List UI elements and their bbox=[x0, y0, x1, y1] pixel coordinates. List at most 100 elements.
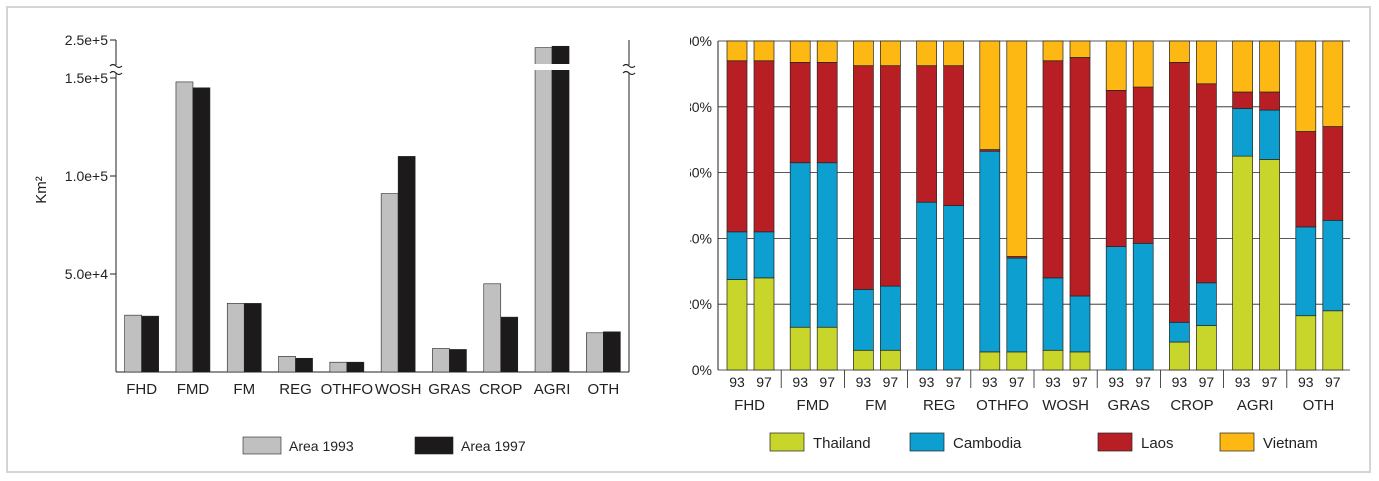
stack-laos-agri-97 bbox=[1259, 91, 1280, 111]
stack-cambodia-fhd-97 bbox=[753, 231, 775, 279]
legend-swatch-cambodia bbox=[909, 432, 945, 452]
stack-vietnam-othfo-93 bbox=[979, 40, 1001, 150]
bar-area-1997-reg bbox=[295, 357, 313, 373]
stack-laos-oth-97 bbox=[1322, 126, 1344, 221]
stack-vietnam-gras-97 bbox=[1132, 40, 1154, 88]
stack-vietnam-crop-93 bbox=[1169, 40, 1190, 63]
year-label: 93 bbox=[1108, 374, 1124, 390]
y-tick-label: 100% bbox=[690, 33, 712, 49]
stack-vietnam-gras-93 bbox=[1105, 40, 1127, 91]
y-tick-label: 1.5e+5 bbox=[65, 70, 108, 86]
year-label: 93 bbox=[1045, 374, 1061, 390]
year-label: 93 bbox=[792, 374, 808, 390]
stack-thailand-oth-93 bbox=[1295, 315, 1317, 371]
bar-area-1997-gras bbox=[449, 349, 467, 373]
year-label: 93 bbox=[1172, 374, 1188, 390]
x-tick-label: FMD bbox=[797, 397, 830, 414]
year-label: 97 bbox=[756, 374, 772, 390]
stack-laos-crop-97 bbox=[1196, 83, 1217, 284]
year-label: 97 bbox=[1262, 374, 1278, 390]
stack-cambodia-oth-93 bbox=[1295, 226, 1317, 317]
bar-area-1993-crop bbox=[483, 283, 502, 373]
stack-thailand-othfo-93 bbox=[979, 351, 1001, 371]
stack-cambodia-crop-93 bbox=[1169, 321, 1190, 343]
stack-laos-agri-93 bbox=[1232, 91, 1253, 109]
bar-break-gap bbox=[534, 64, 571, 70]
year-label: 93 bbox=[856, 374, 872, 390]
axis-break-gap bbox=[110, 65, 122, 73]
year-label: 93 bbox=[1235, 374, 1251, 390]
stack-laos-gras-97 bbox=[1132, 86, 1154, 244]
stack-laos-fm-97 bbox=[880, 65, 901, 287]
bar-area-1997-oth bbox=[603, 331, 621, 373]
stack-thailand-fm-93 bbox=[853, 349, 874, 371]
bar-area-1993-fmd bbox=[175, 81, 194, 373]
year-label: 97 bbox=[1135, 374, 1151, 390]
stack-vietnam-reg-97 bbox=[943, 40, 964, 67]
bar-area-1997-fmd bbox=[192, 87, 211, 373]
x-tick-label: WOSH bbox=[375, 381, 422, 398]
y-tick-label: 5.0e+4 bbox=[65, 266, 108, 282]
x-tick-label: WOSH bbox=[1042, 397, 1089, 414]
year-label: 97 bbox=[1325, 374, 1341, 390]
year-label: 97 bbox=[883, 374, 899, 390]
bar-area-1997-wosh bbox=[397, 156, 416, 373]
bar-area-1993-agri bbox=[534, 47, 553, 373]
stack-vietnam-othfo-97 bbox=[1006, 40, 1028, 257]
stack-laos-crop-93 bbox=[1169, 62, 1190, 323]
stack-cambodia-reg-97 bbox=[943, 205, 964, 371]
legend-label-thailand: Thailand bbox=[813, 435, 871, 452]
stack-cambodia-fmd-93 bbox=[789, 162, 811, 328]
y-axis-label: Km² bbox=[33, 176, 50, 204]
stack-laos-reg-97 bbox=[943, 65, 964, 206]
legend-label-cambodia: Cambodia bbox=[953, 435, 1022, 452]
year-label: 93 bbox=[919, 374, 935, 390]
x-tick-label: AGRI bbox=[534, 381, 571, 398]
x-tick-label: GRAS bbox=[428, 381, 471, 398]
stack-cambodia-agri-93 bbox=[1232, 108, 1253, 157]
stack-laos-wosh-97 bbox=[1069, 57, 1091, 297]
y-tick-label: 40% bbox=[690, 230, 712, 246]
stack-thailand-othfo-97 bbox=[1006, 351, 1028, 371]
x-tick-label: CROP bbox=[1170, 397, 1213, 414]
x-tick-label: CROP bbox=[479, 381, 522, 398]
stack-laos-wosh-93 bbox=[1042, 60, 1064, 279]
stack-cambodia-wosh-93 bbox=[1042, 277, 1064, 351]
bar-area-1993-fm bbox=[226, 303, 245, 373]
stack-laos-fmd-97 bbox=[816, 62, 838, 164]
stack-thailand-wosh-93 bbox=[1042, 349, 1064, 371]
stack-cambodia-fm-93 bbox=[853, 289, 874, 351]
legend-label-1: Area 1997 bbox=[461, 438, 526, 454]
stack-thailand-crop-97 bbox=[1196, 325, 1217, 371]
stack-vietnam-fm-97 bbox=[880, 40, 901, 67]
x-tick-label: FM bbox=[865, 397, 887, 414]
year-label: 97 bbox=[946, 374, 962, 390]
stack-vietnam-fhd-97 bbox=[753, 40, 775, 62]
x-tick-label: AGRI bbox=[1237, 397, 1274, 414]
stack-cambodia-fmd-97 bbox=[816, 162, 838, 328]
stack-vietnam-fhd-93 bbox=[726, 40, 748, 62]
y-tick-label: 2.5e+5 bbox=[65, 32, 108, 48]
stack-thailand-fhd-93 bbox=[726, 279, 748, 371]
year-label: 97 bbox=[1009, 374, 1025, 390]
stack-thailand-crop-93 bbox=[1169, 341, 1190, 371]
stack-thailand-fmd-97 bbox=[816, 326, 838, 371]
stack-vietnam-agri-93 bbox=[1232, 40, 1253, 93]
stack-cambodia-fhd-93 bbox=[726, 231, 748, 280]
stack-cambodia-gras-93 bbox=[1105, 246, 1127, 371]
y-tick-label: 20% bbox=[690, 296, 712, 312]
stack-laos-fm-93 bbox=[853, 65, 874, 290]
x-tick-label: FHD bbox=[126, 381, 157, 398]
stack-vietnam-wosh-93 bbox=[1042, 40, 1064, 62]
axis-break-icon bbox=[622, 63, 636, 76]
bar-area-1997-fhd bbox=[141, 315, 159, 373]
legend-label-vietnam: Vietnam bbox=[1263, 435, 1318, 452]
stack-cambodia-wosh-97 bbox=[1069, 295, 1091, 353]
stack-vietnam-fmd-93 bbox=[789, 40, 811, 63]
year-label: 97 bbox=[819, 374, 835, 390]
stack-vietnam-fmd-97 bbox=[816, 40, 838, 63]
stack-vietnam-oth-97 bbox=[1322, 40, 1344, 127]
stack-thailand-fhd-97 bbox=[753, 277, 775, 371]
stack-cambodia-crop-97 bbox=[1196, 282, 1217, 326]
x-tick-label: REG bbox=[279, 381, 312, 398]
